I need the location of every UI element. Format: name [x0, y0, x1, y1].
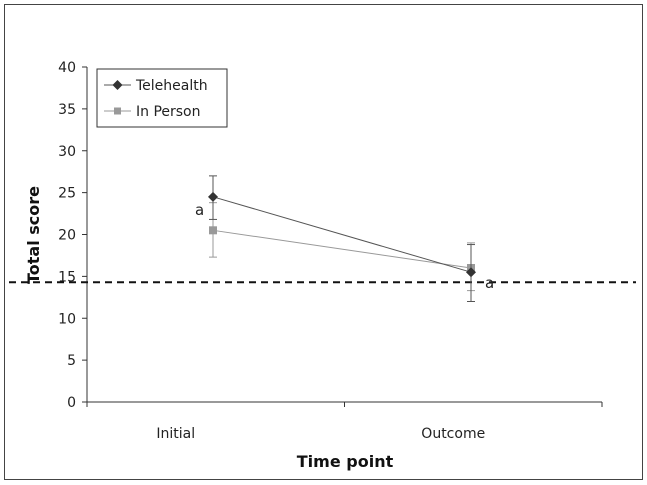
- series-line: [212, 229, 472, 269]
- x-axis-title: Time point: [297, 452, 394, 471]
- legend: Telehealth In Person: [96, 68, 228, 128]
- series-layer: [208, 175, 476, 302]
- legend-telehealth-label: Telehealth: [135, 78, 208, 94]
- data-point: [466, 267, 476, 278]
- y-tick-label: 10: [58, 311, 76, 327]
- annotation-layer: aa: [195, 201, 494, 292]
- y-tick-label: 0: [67, 395, 76, 411]
- y-tick-label: 5: [67, 353, 76, 369]
- series-in-person: [209, 202, 475, 292]
- series-telehealth: [208, 175, 476, 302]
- data-point: [209, 226, 217, 235]
- x-tick-label: Initial: [156, 426, 195, 442]
- legend-inperson-marker: [114, 107, 121, 115]
- data-point: [208, 191, 218, 202]
- y-axis-title: Total score: [24, 186, 43, 284]
- y-tick-label: 35: [58, 102, 76, 118]
- y-tick-label: 40: [58, 60, 76, 76]
- annotation-label: a: [195, 201, 204, 219]
- legend-box: [96, 68, 228, 128]
- x-ticks: Initial Outcome: [86, 402, 603, 442]
- legend-inperson-label: In Person: [136, 104, 201, 120]
- y-tick-label: 20: [58, 228, 76, 244]
- x-tick-label: Outcome: [421, 426, 485, 442]
- y-tick-label: 30: [58, 144, 76, 160]
- legend-telehealth-marker: [112, 80, 123, 90]
- annotation-label: a: [485, 274, 494, 292]
- y-tick-label: 25: [58, 186, 76, 202]
- series-line: [212, 196, 472, 273]
